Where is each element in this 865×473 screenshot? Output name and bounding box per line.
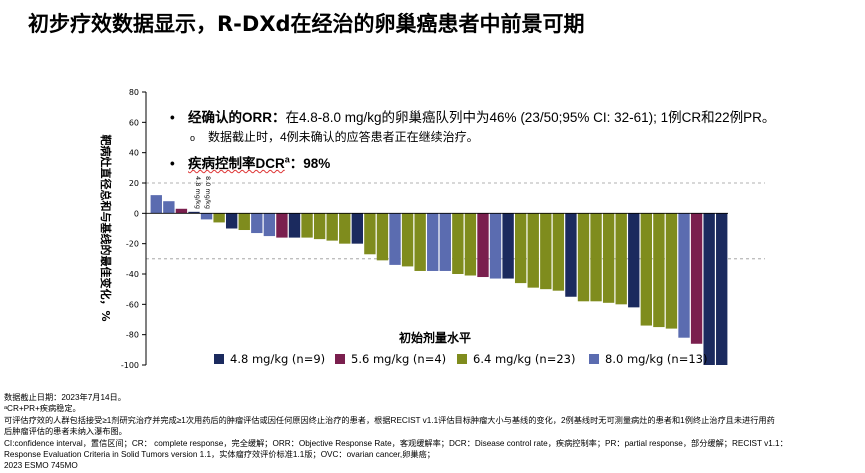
bar xyxy=(376,213,389,261)
y-tick-label: -80 xyxy=(126,331,139,340)
footnote-line: Response Evaluation Criteria in Solid Tu… xyxy=(4,450,435,460)
bullet-ongoing: o 数据截止时，4例未确认的应答患者正在继续治疗。 xyxy=(190,128,479,145)
y-tick-label: -60 xyxy=(126,300,139,309)
bar xyxy=(514,213,527,284)
legend-label: 4.8 mg/kg (n=9) xyxy=(230,352,325,366)
bar xyxy=(489,213,502,279)
bar xyxy=(452,213,464,274)
footnote-line: 数据截止日期：2023年7月14日。 xyxy=(4,393,126,402)
bullet-orr: • 经确认的ORR：在4.8-8.0 mg/kg的卵巢癌队列中为46% (23/5… xyxy=(170,106,775,126)
bar xyxy=(716,213,728,365)
bar xyxy=(552,213,565,291)
footnote-line: 可评估疗效的人群包括接受≥1剂研究治疗并完成≥1次用药后的肿瘤评估或因任何原因终… xyxy=(4,415,775,425)
bar xyxy=(175,208,188,214)
y-tick-label: 0 xyxy=(134,209,139,218)
bar xyxy=(477,213,489,278)
bar xyxy=(464,213,477,276)
bar xyxy=(313,213,326,240)
bar xyxy=(200,213,213,220)
bar xyxy=(339,213,351,244)
bar xyxy=(301,213,313,238)
bar xyxy=(163,201,175,214)
bar xyxy=(238,213,250,231)
bar xyxy=(565,213,577,297)
dose-annotation: 8.0 mg/kg xyxy=(204,176,212,209)
bar xyxy=(690,213,703,344)
bar xyxy=(276,213,288,238)
bar xyxy=(326,213,338,241)
legend: 4.8 mg/kg (n=9) 5.6 mg/kg (n=4) 6.4 mg/kg … xyxy=(214,352,707,366)
bar xyxy=(427,213,439,271)
dose-annotation: 4.8 mg/kg xyxy=(194,176,202,209)
footnote-line: 2023 ESMO 745MO xyxy=(4,461,78,471)
y-tick-label: -100 xyxy=(121,361,139,370)
legend-label: 6.4 mg/kg (n=23) xyxy=(473,352,575,366)
bar xyxy=(351,213,364,244)
y-tick-label: -20 xyxy=(126,240,139,249)
bar xyxy=(188,211,200,214)
bar xyxy=(439,213,451,271)
bar xyxy=(653,213,665,328)
y-tick-label: 60 xyxy=(129,118,139,127)
bar xyxy=(527,213,539,288)
bar xyxy=(502,213,514,279)
x-axis-label: 初始剂量水平 xyxy=(399,330,471,345)
bar xyxy=(150,195,162,214)
legend-label: 5.6 mg/kg (n=4) xyxy=(351,352,446,366)
bar xyxy=(628,213,640,308)
y-tick-label: -40 xyxy=(126,270,139,279)
legend-swatch xyxy=(457,354,467,364)
reference-lines xyxy=(146,182,765,260)
bar xyxy=(703,213,715,365)
bar xyxy=(590,213,602,302)
bar xyxy=(602,213,615,303)
bar xyxy=(251,213,263,234)
bar xyxy=(540,213,552,290)
ongoing-text: 数据截止时，4例未确认的应答患者正在继续治疗。 xyxy=(208,130,479,144)
footnote-line: CI:confidence interval，置信区间；CR： complete… xyxy=(4,438,788,448)
bar xyxy=(615,213,627,305)
sub-bullet-dot: o xyxy=(190,132,196,143)
bullet-dot: • xyxy=(170,156,175,171)
legend-label: 8.0 mg/kg (n=13) xyxy=(605,352,707,366)
legend-swatch xyxy=(589,354,599,364)
orr-text: 在4.8-8.0 mg/kg的卵巢癌队列中为46% (23/50;95% CI:… xyxy=(285,110,776,125)
y-tick-label: 40 xyxy=(129,149,139,158)
bar xyxy=(640,213,653,326)
y-tick-label: 80 xyxy=(129,88,139,97)
bar xyxy=(678,213,690,338)
bar xyxy=(665,213,678,329)
footnotes: 数据截止日期：2023年7月14日。 ᵃCR+PR+疾病稳定。 可评估疗效的人群… xyxy=(4,392,788,472)
bar xyxy=(288,213,301,238)
bar xyxy=(577,213,590,302)
bullet-dcr: • 疾病控制率DCRa：98% xyxy=(170,152,330,172)
bar xyxy=(401,213,414,267)
bar xyxy=(213,213,225,223)
bars-group xyxy=(146,195,728,365)
bullet-dot: • xyxy=(170,110,175,125)
legend-swatch xyxy=(214,354,224,364)
dose-annotations: 4.8 mg/kg 8.0 mg/kg xyxy=(194,176,212,209)
y-axis-label: 靶病灶直径总和与基线的最佳变化，% xyxy=(99,134,113,321)
bar xyxy=(364,213,376,255)
bar xyxy=(414,213,426,271)
orr-label: 经确认的ORR： xyxy=(188,110,286,125)
legend-swatch xyxy=(335,354,345,364)
footnote-line: 后肿瘤评估的患者未纳入瀑布图。 xyxy=(4,427,127,437)
y-tick-label: 20 xyxy=(129,179,139,188)
y-axis: 80 60 40 20 0 -20 -40 -60 -80 -100 xyxy=(121,88,147,370)
bar xyxy=(263,213,276,237)
footnote-line: ᵃCR+PR+疾病稳定。 xyxy=(4,404,81,414)
bar xyxy=(225,213,238,229)
bar xyxy=(389,213,401,265)
dcr-label: 疾病控制率DCRa：98% xyxy=(188,154,331,172)
page-title: 初步疗效数据显示，R-DXd在经治的卵巢癌患者中前景可期 xyxy=(28,12,585,36)
